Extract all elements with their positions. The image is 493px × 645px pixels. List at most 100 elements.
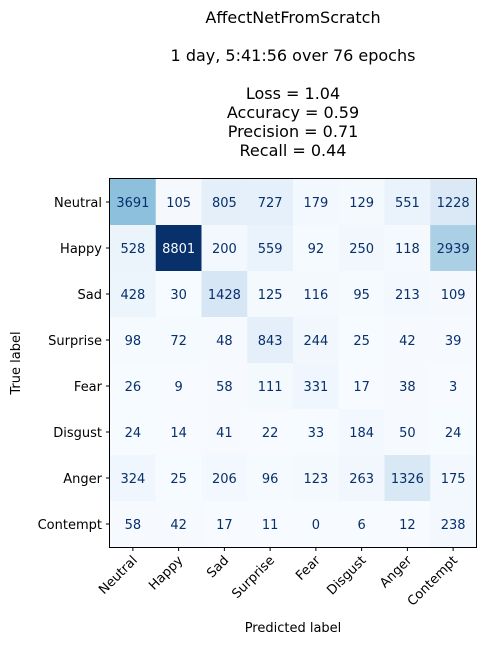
cell-value-label: 1326 xyxy=(391,472,424,487)
heatmap-cell xyxy=(247,501,294,548)
heatmap-cell xyxy=(201,409,248,456)
cell-value-label: 14 xyxy=(170,426,187,441)
heatmap-cell xyxy=(293,317,340,364)
cell-value-label: 206 xyxy=(212,472,237,487)
heatmap-cell xyxy=(201,225,248,272)
heatmap-cell xyxy=(155,179,202,226)
cell-value-label: 48 xyxy=(216,334,233,349)
heatmap-cell xyxy=(247,409,294,456)
heatmap-cell xyxy=(384,317,431,364)
heatmap-cell xyxy=(384,501,431,548)
cell-value-label: 58 xyxy=(125,518,142,533)
cell-value-label: 8801 xyxy=(162,242,195,257)
y-tick-label: Surprise xyxy=(48,334,102,349)
cell-value-label: 213 xyxy=(395,288,420,303)
cell-value-label: 559 xyxy=(258,242,283,257)
heatmap-cell xyxy=(384,271,431,318)
training-duration: 1 day, 5:41:56 over 76 epochs xyxy=(170,46,416,65)
heatmap-cell xyxy=(201,271,248,318)
precision-metric: Precision = 0.71 xyxy=(227,122,359,141)
heatmap-cell xyxy=(384,409,431,456)
cell-value-label: 98 xyxy=(125,334,142,349)
heatmap-cell xyxy=(293,501,340,548)
cell-value-label: 244 xyxy=(303,334,328,349)
cell-value-label: 0 xyxy=(312,518,320,533)
cell-value-label: 116 xyxy=(303,288,328,303)
x-tick-label: Anger xyxy=(377,553,415,591)
heatmap-cell xyxy=(247,179,294,226)
heatmap-cell xyxy=(338,455,385,502)
heatmap-cell xyxy=(110,363,157,410)
chart-title-block: AffectNetFromScratch 1 day, 5:41:56 over… xyxy=(110,8,476,160)
cell-value-label: 42 xyxy=(399,334,416,349)
cell-value-label: 263 xyxy=(349,472,374,487)
cell-value-label: 17 xyxy=(353,380,370,395)
heatmap-cell xyxy=(155,271,202,318)
heatmap-cell xyxy=(201,179,248,226)
x-tick-label: Neutral xyxy=(96,553,141,598)
cell-value-label: 22 xyxy=(262,426,279,441)
heatmap-cell xyxy=(110,225,157,272)
heatmap-cell xyxy=(293,225,340,272)
heatmap-cell xyxy=(293,409,340,456)
heatmap-cell xyxy=(430,455,477,502)
cell-value-label: 17 xyxy=(216,518,233,533)
heatmap-cell xyxy=(338,179,385,226)
y-tick-label: Fear xyxy=(74,380,103,395)
heatmap-cell xyxy=(430,225,477,272)
cell-value-label: 24 xyxy=(445,426,462,441)
cell-value-label: 111 xyxy=(258,380,283,395)
heatmap-cell xyxy=(384,225,431,272)
x-axis-label: Predicted label xyxy=(245,621,342,636)
heatmap-cell xyxy=(201,455,248,502)
cell-value-label: 428 xyxy=(120,288,145,303)
heatmap-cell xyxy=(293,455,340,502)
heatmap-cell xyxy=(338,317,385,364)
heatmap-cell xyxy=(338,225,385,272)
plot-frame xyxy=(109,178,477,548)
heatmap-cell xyxy=(110,179,157,226)
cell-value-label: 3691 xyxy=(116,196,149,211)
cell-value-label: 12 xyxy=(399,518,416,533)
cell-value-label: 24 xyxy=(125,426,142,441)
heatmap-cell xyxy=(384,179,431,226)
y-tick-label: Neutral xyxy=(54,196,102,211)
heatmap-cell xyxy=(384,455,431,502)
cell-value-label: 805 xyxy=(212,196,237,211)
heatmap-cell xyxy=(155,363,202,410)
cell-value-label: 528 xyxy=(120,242,145,257)
cell-value-label: 200 xyxy=(212,242,237,257)
heatmap-cell xyxy=(155,225,202,272)
cell-value-label: 324 xyxy=(120,472,145,487)
cell-value-label: 331 xyxy=(303,380,328,395)
cell-value-label: 2939 xyxy=(437,242,470,257)
cell-value-label: 727 xyxy=(258,196,283,211)
loss-metric: Loss = 1.04 xyxy=(245,84,341,103)
cell-value-label: 9 xyxy=(174,380,182,395)
cell-value-label: 96 xyxy=(262,472,279,487)
cell-value-label: 58 xyxy=(216,380,233,395)
y-tick-label: Sad xyxy=(78,288,102,303)
cell-value-label: 26 xyxy=(125,380,142,395)
heatmap-cell xyxy=(430,271,477,318)
heatmap-cell xyxy=(430,409,477,456)
cell-value-label: 38 xyxy=(399,380,416,395)
heatmap-cell xyxy=(293,271,340,318)
x-tick-label: Contempt xyxy=(405,553,461,609)
cell-value-label: 42 xyxy=(170,518,187,533)
cell-value-label: 250 xyxy=(349,242,374,257)
heatmap-cell xyxy=(110,271,157,318)
heatmap-cell xyxy=(155,409,202,456)
x-tick-label: Surprise xyxy=(229,553,278,602)
cell-value-label: 238 xyxy=(441,518,466,533)
heatmap-cell xyxy=(110,317,157,364)
chart-title: AffectNetFromScratch xyxy=(205,8,381,27)
heatmap-cell xyxy=(247,363,294,410)
y-tick-label: Happy xyxy=(60,242,102,257)
heatmap-cell xyxy=(430,363,477,410)
heatmap-cell xyxy=(247,455,294,502)
heatmap-cell xyxy=(110,409,157,456)
cell-value-label: 3 xyxy=(449,380,457,395)
